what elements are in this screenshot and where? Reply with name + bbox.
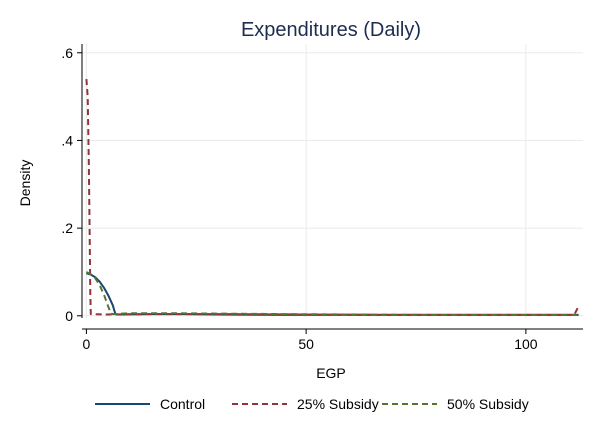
legend-label-3: 50% Subsidy	[447, 396, 529, 412]
x-tick-label: 100	[514, 336, 538, 352]
axes: 0 .2 .4 .6 0 50 100	[61, 44, 583, 352]
chart-title: Expenditures (Daily)	[241, 19, 421, 41]
y-axis-label: Density	[17, 160, 33, 207]
x-tick-label: 0	[82, 336, 90, 352]
gridlines	[82, 44, 583, 318]
series-lines	[85, 79, 580, 316]
legend-label-1: Control	[160, 396, 205, 412]
legend-label-2: 25% Subsidy	[297, 396, 379, 412]
series-line-3	[85, 271, 579, 316]
y-tick-label: 0	[65, 308, 73, 324]
y-tick-label: .2	[61, 220, 73, 236]
x-axis-label: EGP	[316, 365, 346, 381]
y-tick-label: .6	[61, 45, 73, 61]
x-tick-label: 50	[298, 336, 314, 352]
legend: Control 25% Subsidy 50% Subsidy	[95, 396, 529, 412]
y-tick-label: .4	[61, 132, 73, 148]
